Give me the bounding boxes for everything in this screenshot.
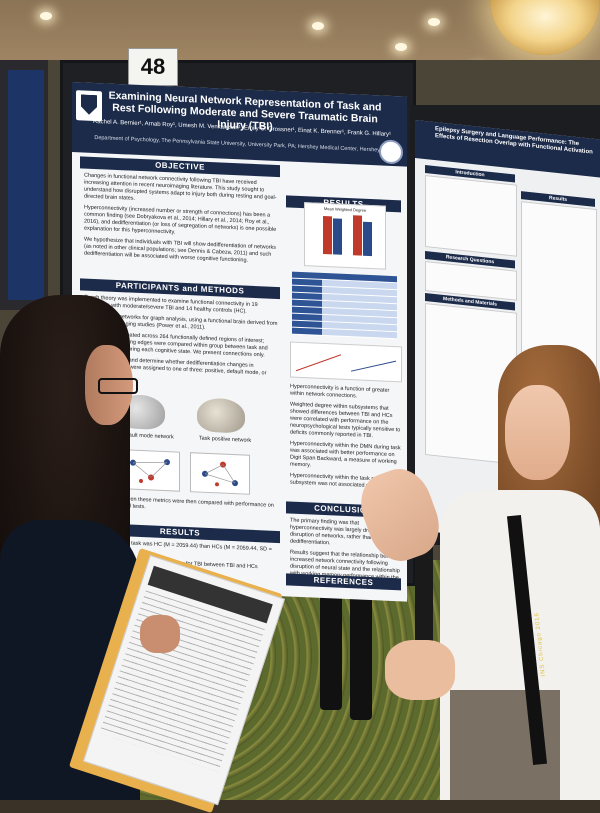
poster-affiliation: Department of Psychology, The Pennsylvan… <box>94 134 390 154</box>
right-poster-text-block <box>425 175 517 257</box>
chart-bar-tbi <box>353 215 362 256</box>
ceiling-light <box>40 12 52 20</box>
brain-label: Task positive network <box>198 435 252 444</box>
network-diagram <box>190 452 250 495</box>
results-bullet: Hyperconnectivity is a function of great… <box>290 383 390 400</box>
glasses <box>98 378 138 394</box>
network-diagram <box>120 449 180 492</box>
right-person-gesturing-hand <box>385 640 455 700</box>
board-number-sign: 48 <box>128 48 178 86</box>
chart-bar-hc <box>333 218 342 255</box>
left-person-hand <box>140 615 180 653</box>
left-poster <box>8 70 44 300</box>
results-table <box>292 271 397 340</box>
ceiling-light <box>312 22 324 30</box>
poster-header: Examining Neural Network Representation … <box>72 82 407 167</box>
objective-bullet: Hyperconnectivity (increased number or s… <box>84 204 277 236</box>
left-person-face <box>85 345 133 425</box>
ceiling-light <box>428 18 440 26</box>
results-bar-chart: Mean Weighted Degree <box>304 202 386 270</box>
correlation-plots <box>290 341 402 383</box>
objective-bullet: Changes in functional network connectivi… <box>84 172 277 202</box>
right-person-face <box>505 385 570 480</box>
objective-bullet: We hypothesize that individuals with TBI… <box>84 236 276 264</box>
chart-title: Mean Weighted Degree <box>323 205 367 213</box>
ceiling-light <box>395 43 407 51</box>
main-poster: Examining Neural Network Representation … <box>72 82 407 602</box>
results-bullet: Hyperconnectivity within the DMN during … <box>290 440 401 469</box>
results-bullet: Weighted degree within subsystems that s… <box>290 401 401 440</box>
brain-image-task-positive <box>197 397 245 434</box>
chart-bar-hc <box>363 221 372 257</box>
university-seal <box>379 139 403 165</box>
objective-text: Changes in functional network connectivi… <box>84 173 279 271</box>
chart-bar-tbi <box>323 215 332 255</box>
penn-state-logo <box>76 90 102 122</box>
